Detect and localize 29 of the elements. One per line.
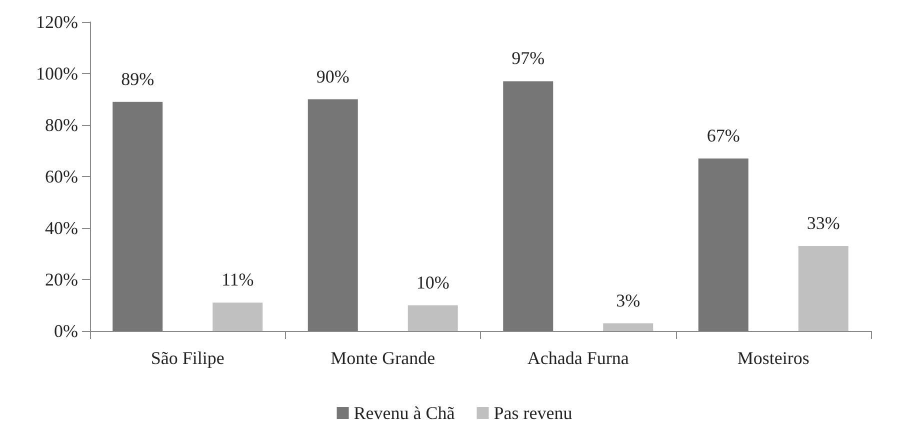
x-tick-label: Monte Grande — [330, 348, 436, 368]
data-label: 90% — [316, 66, 350, 86]
x-tick-label: Achada Furna — [527, 348, 629, 368]
y-tick-label: 120% — [36, 12, 78, 32]
data-label: 89% — [121, 68, 154, 89]
data-label: 67% — [706, 125, 740, 146]
bar — [408, 305, 458, 331]
y-tick-label: 20% — [45, 270, 78, 290]
bar — [112, 102, 163, 331]
y-tick-label: 40% — [45, 218, 78, 238]
y-tick-label: 100% — [36, 64, 78, 84]
y-tick-label: 0% — [54, 321, 78, 341]
bar — [308, 99, 358, 331]
bar — [698, 158, 748, 331]
bar — [798, 246, 848, 331]
legend-label: Pas revenu — [494, 403, 572, 423]
data-label: 3% — [616, 290, 640, 310]
data-label: 33% — [806, 213, 840, 234]
y-tick-label: 80% — [45, 115, 78, 135]
bar — [503, 81, 554, 331]
legend-label: Revenu à Chã — [354, 403, 455, 423]
y-tick-label: 60% — [45, 166, 78, 186]
bar — [212, 302, 263, 331]
data-label: 11% — [221, 270, 254, 290]
bar — [603, 323, 654, 331]
data-label: 97% — [512, 48, 545, 68]
x-tick-label: Mosteiros — [737, 348, 810, 368]
data-label: 10% — [416, 272, 450, 292]
x-tick-label: São Filipe — [150, 348, 224, 368]
